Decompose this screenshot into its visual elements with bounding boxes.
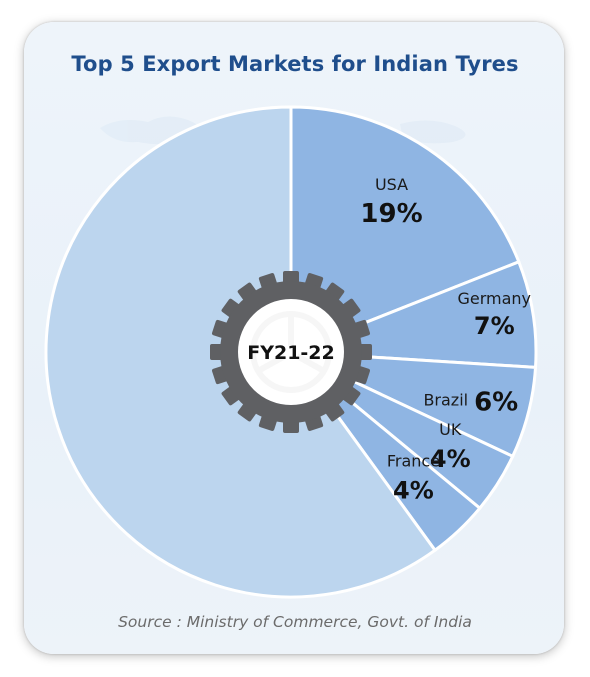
slice-label-france: France <box>387 451 440 470</box>
slice-label-germany: Germany <box>457 289 531 308</box>
slice-value-usa: 19% <box>360 199 422 229</box>
slice-label-brazil: Brazil <box>423 391 468 410</box>
wheel-watermark-icon <box>250 311 332 393</box>
pie-slice-usa <box>289 105 521 355</box>
slice-value-uk: 4% <box>430 445 471 473</box>
tyre-icon: FY21-22 <box>210 271 372 433</box>
tyre-hub <box>238 299 344 405</box>
slice-value-germany: 7% <box>474 312 515 340</box>
slice-label-uk: UK <box>439 420 462 439</box>
slice-value-brazil: 6% <box>474 388 518 418</box>
slice-value-france: 4% <box>393 476 434 504</box>
source-note: Source : Ministry of Commerce, Govt. of … <box>118 613 472 631</box>
center-label: FY21-22 <box>247 342 335 364</box>
chart-title: Top 5 Export Markets for Indian Tyres <box>71 52 519 76</box>
slice-label-usa: USA <box>375 175 408 194</box>
